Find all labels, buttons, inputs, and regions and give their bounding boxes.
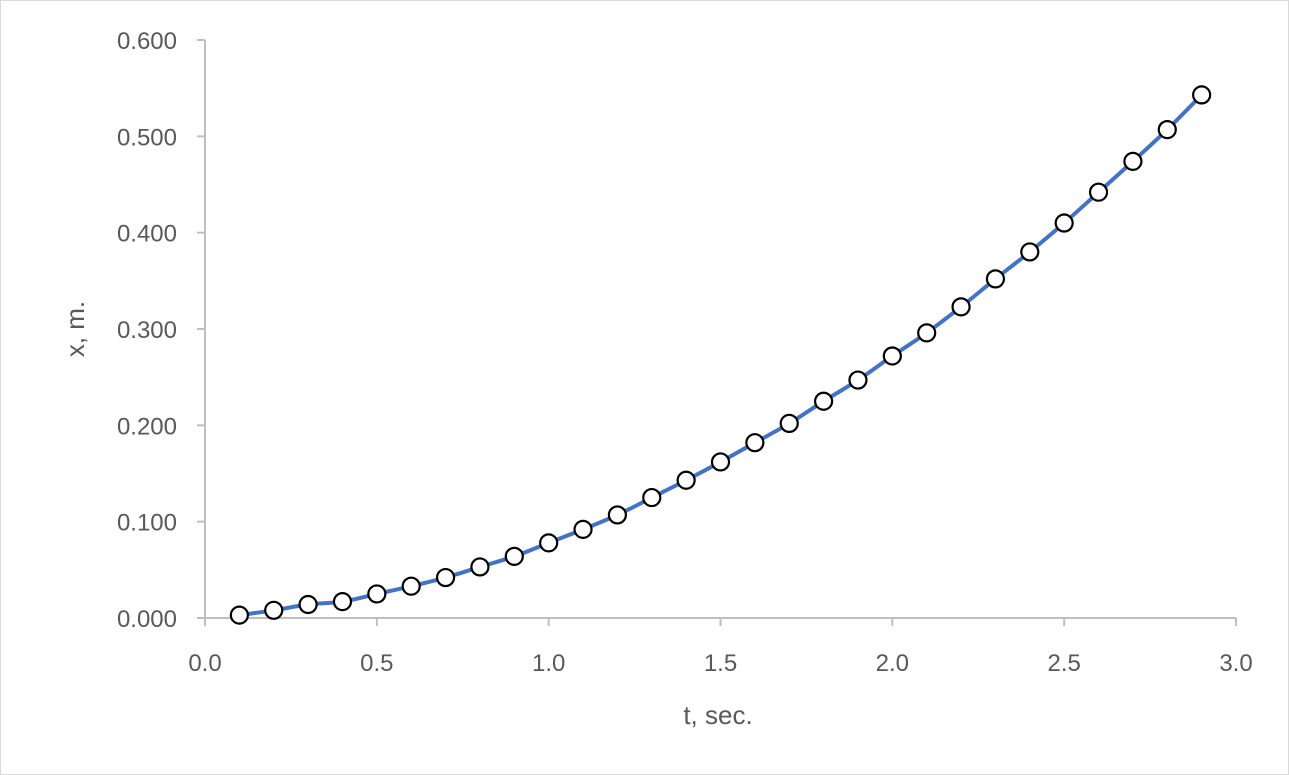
data-point [745, 433, 765, 453]
data-point [470, 557, 490, 577]
axes [204, 40, 1236, 619]
data-point [367, 584, 387, 604]
data-point [539, 533, 559, 553]
data-point [917, 323, 937, 343]
x-tick-label: 1.5 [704, 650, 737, 677]
y-tick-label: 0.200 [117, 413, 177, 440]
data-point [573, 519, 593, 539]
x-tick-label: 1.0 [532, 650, 565, 677]
y-tick-label: 0.100 [117, 510, 177, 537]
y-tick-label: 0.000 [117, 606, 177, 633]
data-point [1123, 151, 1143, 171]
x-tick-label: 2.5 [1047, 650, 1080, 677]
data-point [710, 452, 731, 472]
data-point [1157, 119, 1177, 140]
data-point [504, 546, 524, 566]
data-points [229, 85, 1212, 625]
data-point [264, 600, 284, 620]
data-point [985, 269, 1006, 289]
data-point [1088, 182, 1109, 202]
data-point [642, 487, 662, 508]
data-point [1020, 242, 1040, 262]
data-point [676, 470, 696, 490]
data-point [882, 346, 902, 366]
data-point [332, 592, 353, 612]
data-point [401, 576, 421, 596]
data-point [813, 391, 834, 411]
data-point [229, 605, 249, 625]
y-tick-label: 0.500 [117, 124, 177, 151]
y-tick-label: 0.600 [117, 28, 177, 55]
y-tick-label: 0.300 [117, 317, 177, 344]
data-point [607, 505, 628, 525]
data-point [435, 567, 456, 588]
x-axis-ticks: 0.0 0.5 1.0 1.5 2.0 2.5 3.0 [188, 618, 1253, 677]
series-line [237, 92, 1204, 618]
data-point [298, 594, 318, 615]
data-point [1192, 85, 1212, 105]
data-point [848, 370, 868, 390]
data-point [1054, 213, 1074, 233]
x-tick-label: 3.0 [1219, 650, 1252, 677]
y-axis-ticks: 0.000 0.100 0.200 0.300 0.400 0.500 0.600 [117, 28, 205, 633]
x-tick-label: 2.0 [876, 650, 909, 677]
y-axis-title: x, m. [60, 301, 90, 357]
x-tick-label: 0.5 [360, 650, 393, 677]
x-axis-title: t, sec. [683, 700, 752, 730]
x-tick-label: 0.0 [188, 650, 221, 677]
data-point [779, 413, 799, 434]
data-point [951, 297, 971, 317]
y-tick-label: 0.400 [117, 221, 177, 248]
